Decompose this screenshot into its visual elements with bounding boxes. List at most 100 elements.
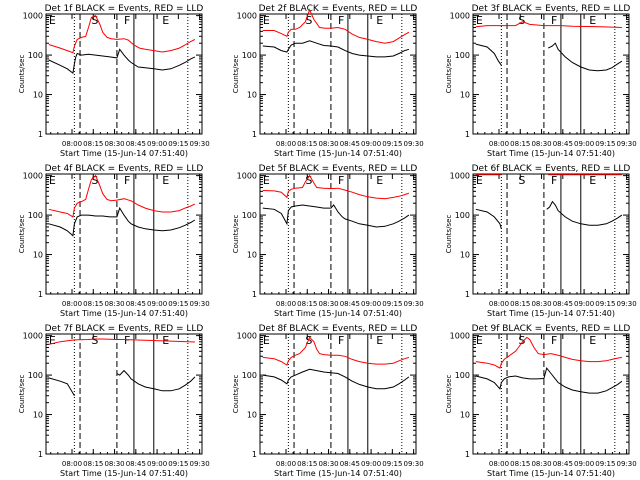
plot-frame	[472, 333, 630, 455]
region-label: E	[263, 334, 270, 347]
panel-title: Det 2f BLACK = Events, RED = LLD	[259, 4, 418, 14]
x-tick-label: 08:45	[553, 300, 573, 308]
y-axis-label: Counts/sec	[232, 375, 240, 414]
region-label: F	[124, 334, 130, 347]
y-axis-label: Counts/sec	[232, 55, 240, 94]
y-tick-label: 10	[460, 91, 470, 100]
y-tick-label: 1000	[23, 12, 43, 21]
x-axis-label: Start Time (15-Jun-14 07:51:40)	[274, 149, 402, 158]
x-tick-label: 08:15	[510, 140, 530, 148]
region-label: E	[589, 14, 596, 27]
events-series-line	[48, 206, 196, 237]
y-tick-label: 1	[252, 130, 257, 139]
x-tick-label: 08:30	[104, 460, 124, 468]
region-label: S	[305, 174, 312, 187]
x-tick-label: 09:15	[168, 460, 188, 468]
x-tick-label: 08:45	[126, 460, 146, 468]
x-tick-label: 09:00	[147, 300, 167, 308]
detector-panel-2: Det 2f BLACK = Events, RED = LLD 1 10 100 10…	[232, 4, 424, 158]
events-series-line	[475, 367, 623, 394]
x-tick-label: 08:00	[489, 140, 509, 148]
x-axis-label: Start Time (15-Jun-14 07:51:40)	[487, 469, 615, 478]
x-tick-label: 09:30	[617, 300, 637, 308]
region-label: F	[551, 334, 557, 347]
panel-title: Det 3f BLACK = Events, RED = LLD	[472, 4, 631, 14]
x-tick-label: 09:15	[168, 300, 188, 308]
y-tick-label: 100	[28, 51, 43, 60]
y-tick-label: 10	[247, 251, 257, 260]
region-label: S	[518, 174, 525, 187]
x-axis-label: Start Time (15-Jun-14 07:51:40)	[60, 309, 188, 318]
lld-series-line	[48, 14, 196, 54]
panel-title: Det 9f BLACK = Events, RED = LLD	[472, 324, 631, 334]
events-series-line	[475, 43, 502, 66]
panel-title: Det 1f BLACK = Events, RED = LLD	[45, 4, 204, 14]
y-tick-label: 100	[455, 211, 470, 220]
x-tick-label: 09:15	[595, 460, 615, 468]
y-axis-label: Counts/sec	[445, 375, 453, 414]
y-axis-label: Counts/sec	[445, 55, 453, 94]
lld-series-line	[48, 338, 195, 345]
region-label: S	[91, 174, 98, 187]
plot-frame	[259, 173, 417, 295]
x-tick-label: 09:00	[574, 460, 594, 468]
y-tick-label: 1	[38, 450, 43, 459]
x-tick-label: 08:30	[104, 140, 124, 148]
region-label: E	[376, 174, 383, 187]
lld-series-line	[475, 21, 622, 28]
region-label: E	[49, 174, 56, 187]
region-label: F	[338, 174, 344, 187]
x-tick-label: 09:00	[147, 460, 167, 468]
y-tick-label: 10	[33, 91, 43, 100]
x-tick-label: 09:30	[404, 460, 424, 468]
y-tick-label: 100	[455, 51, 470, 60]
y-tick-label: 10	[247, 91, 257, 100]
x-tick-label: 08:00	[62, 140, 82, 148]
region-label: E	[263, 174, 270, 187]
region-label: F	[551, 14, 557, 27]
region-label: S	[305, 14, 312, 27]
x-tick-label: 09:30	[617, 140, 637, 148]
y-tick-label: 100	[28, 371, 43, 380]
y-tick-label: 100	[28, 211, 43, 220]
events-series-line	[262, 40, 410, 58]
x-tick-label: 09:15	[382, 300, 402, 308]
x-tick-label: 08:45	[340, 300, 360, 308]
lld-series-line	[262, 336, 410, 366]
x-tick-label: 08:30	[531, 460, 551, 468]
events-series-line	[262, 204, 410, 228]
y-tick-label: 100	[242, 211, 257, 220]
plot-frame	[472, 13, 630, 135]
region-label: S	[305, 334, 312, 347]
plot-frame	[472, 173, 630, 295]
events-series-line	[547, 42, 623, 72]
x-tick-label: 08:15	[297, 140, 317, 148]
x-tick-label: 08:00	[489, 300, 509, 308]
x-tick-label: 09:30	[190, 140, 210, 148]
region-label: E	[376, 14, 383, 27]
x-tick-label: 09:00	[361, 300, 381, 308]
panel-title: Det 7f BLACK = Events, RED = LLD	[45, 324, 204, 334]
x-tick-label: 08:30	[318, 460, 338, 468]
region-label: F	[338, 334, 344, 347]
x-tick-label: 08:15	[510, 300, 530, 308]
x-tick-label: 08:00	[489, 460, 509, 468]
detector-panel-4: Det 4f BLACK = Events, RED = LLD 1 10 100 10…	[18, 164, 210, 318]
x-tick-label: 09:30	[404, 140, 424, 148]
x-tick-label: 08:45	[553, 460, 573, 468]
x-tick-label: 08:45	[126, 300, 146, 308]
x-tick-label: 09:30	[404, 300, 424, 308]
x-tick-label: 08:30	[531, 300, 551, 308]
y-tick-label: 1	[38, 130, 43, 139]
x-tick-label: 08:15	[297, 460, 317, 468]
y-tick-label: 1000	[237, 172, 257, 181]
y-tick-label: 1000	[237, 12, 257, 21]
x-axis-label: Start Time (15-Jun-14 07:51:40)	[274, 469, 402, 478]
region-label: F	[124, 14, 130, 27]
x-tick-label: 09:00	[574, 140, 594, 148]
y-tick-label: 1	[38, 290, 43, 299]
region-label: S	[518, 14, 525, 27]
lld-series-line	[48, 174, 196, 218]
plot-frame	[259, 333, 417, 455]
